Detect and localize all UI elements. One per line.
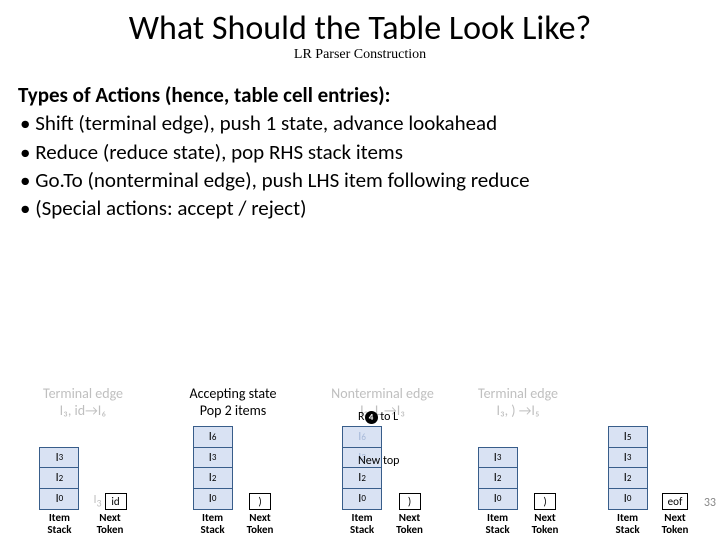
next-token: I3 id NextToken — [93, 493, 126, 536]
stack-footer: ItemStack — [200, 512, 224, 536]
item-stack: I3 I2 I0 ItemStack — [39, 428, 79, 536]
bullet-item: (Special actions: accept / reject) — [20, 194, 702, 222]
item-stack: I6 I3 I2 I0 ItemStack — [193, 428, 233, 536]
token-box: id — [105, 493, 127, 510]
stack-cell: I2 — [608, 467, 648, 489]
diagram-row: Terminal edge I₃, id→I₆ I3 I2 I0 ItemSta… — [0, 312, 720, 542]
bullet-item: Go.To (nonterminal edge), push LHS item … — [20, 166, 702, 194]
page-number: 33 — [704, 496, 716, 510]
token-box: ) — [534, 493, 556, 510]
token-box: eof — [662, 493, 689, 510]
stack-cell: I3 — [193, 447, 233, 469]
circled-number-icon: 4 — [365, 411, 378, 424]
stack-cell: I2 — [478, 467, 518, 489]
group-terminal-edge-1: Terminal edge I₃, id→I₆ I3 I2 I0 ItemSta… — [18, 386, 148, 536]
label-line: I₃, id→I₆ — [18, 403, 148, 420]
annot-r4: R4 to L — [358, 410, 398, 424]
stack-cell: I2 — [39, 467, 79, 489]
label-line: I₃, ) →I₅ — [458, 403, 578, 420]
next-token: ) NextToken — [247, 493, 274, 536]
label-line: Pop 2 items — [168, 403, 298, 420]
stack-cell-ghost: I6 — [342, 426, 382, 448]
group-terminal-edge-2a: Terminal edge I₃, ) →I₅ I3 I2 I0 ItemSta… — [458, 386, 578, 536]
stack-cell: I0 — [193, 488, 233, 510]
stack-cell: I2 — [342, 467, 382, 489]
stack-cell: I2 — [193, 467, 233, 489]
i3-annotation: I3 — [93, 493, 101, 509]
next-token: ) NextToken — [396, 493, 423, 536]
group-terminal-edge-2b: .. I5 I3 I2 I0 ItemStack eof NextToken — [588, 386, 708, 536]
stack-cell: I0 — [608, 488, 648, 510]
stack-footer: ItemStack — [615, 512, 639, 536]
item-stack: I3 I2 I0 ItemStack — [478, 428, 518, 536]
stack-cell: I3 — [39, 447, 79, 469]
stack-footer: ItemStack — [350, 512, 374, 536]
bullet-item: Reduce (reduce state), pop RHS stack ite… — [20, 138, 702, 166]
token-box: ) — [399, 493, 421, 510]
group-label: Accepting state Pop 2 items — [168, 386, 298, 422]
stack-cell: I3 — [608, 447, 648, 469]
stack-footer: ItemStack — [485, 512, 509, 536]
slide-subtitle: LR Parser Construction — [0, 47, 720, 63]
lead-line: Types of Actions (hence, table cell entr… — [18, 81, 702, 109]
group-label: Terminal edge I₃, ) →I₅ — [458, 386, 578, 422]
stack-cell: I0 — [39, 488, 79, 510]
token-footer: NextToken — [396, 512, 423, 536]
label-line: Accepting state — [168, 386, 298, 403]
stack-cell: I3 — [478, 447, 518, 469]
next-token: eof NextToken — [662, 493, 689, 536]
next-token: ) NextToken — [532, 493, 559, 536]
item-stack: I5 I3 I2 I0 ItemStack — [608, 428, 648, 536]
token-footer: NextToken — [97, 512, 124, 536]
bullet-item: Shift (terminal edge), push 1 state, adv… — [20, 109, 702, 137]
label-line: Terminal edge — [18, 386, 148, 403]
stack-cell: I0 — [342, 488, 382, 510]
group-label: Terminal edge I₃, id→I₆ — [18, 386, 148, 422]
token-footer: NextToken — [662, 512, 689, 536]
body-text: Types of Actions (hence, table cell entr… — [18, 81, 702, 223]
annot-newtop: New top — [358, 454, 399, 468]
item-stack: I6 I3 I2 I0 ItemStack — [342, 428, 382, 536]
stack-cell: I6 — [193, 426, 233, 448]
stack-cell: I0 — [478, 488, 518, 510]
token-footer: NextToken — [532, 512, 559, 536]
label-line: Terminal edge — [458, 386, 578, 403]
stack-footer: ItemStack — [47, 512, 71, 536]
stack-cell: I5 — [608, 426, 648, 448]
slide-title: What Should the Table Look Like? — [0, 8, 720, 49]
token-footer: NextToken — [247, 512, 274, 536]
bullet-list: Shift (terminal edge), push 1 state, adv… — [20, 109, 702, 222]
group-accepting-state: Accepting state Pop 2 items I6 I3 I2 I0 … — [168, 386, 298, 536]
label-line: Nonterminal edge — [305, 386, 460, 403]
token-box: ) — [249, 493, 271, 510]
